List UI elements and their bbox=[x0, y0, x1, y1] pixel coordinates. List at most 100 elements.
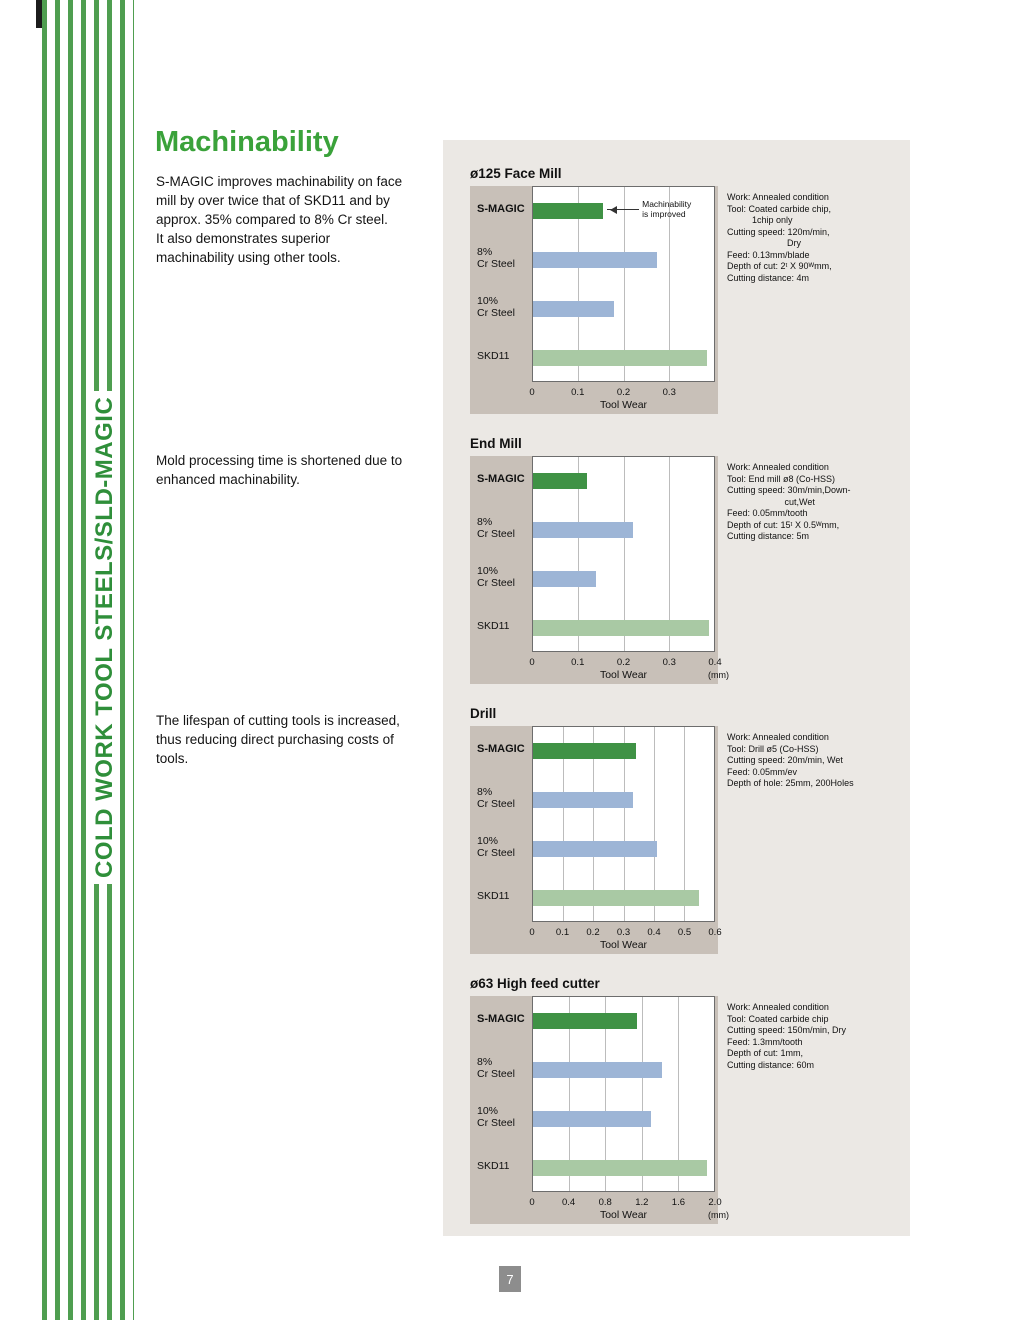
chart-drill: Drill S-MAGIC 8% Cr Steel 10% Cr Steel SKD11 0 0… bbox=[470, 706, 910, 954]
row-label-line: Cr Steel bbox=[477, 306, 515, 319]
bar-10-cr-steel bbox=[533, 1111, 651, 1127]
axis-unit: (mm) bbox=[708, 670, 729, 680]
row-label: 8% Cr Steel bbox=[477, 786, 515, 810]
gridline bbox=[578, 187, 580, 381]
row-label: 8% Cr Steel bbox=[477, 246, 515, 270]
row-label-line: S-MAGIC bbox=[477, 203, 525, 215]
axis-label: Tool Wear bbox=[532, 399, 715, 411]
row-label-line: 8% bbox=[477, 246, 493, 258]
chart-area: Machinability is improved S-MAGIC 8% Cr Stee… bbox=[470, 186, 718, 414]
gridline bbox=[605, 997, 607, 1191]
gridline bbox=[668, 457, 670, 651]
note-line: cut,Wet bbox=[727, 496, 815, 507]
chart-body: S-MAGIC 8% Cr Steel 10% Cr Steel SKD11 0 0.1 0.2… bbox=[470, 456, 910, 684]
note-line: Cutting speed: 30m/min,Down- bbox=[727, 485, 851, 495]
note-line: Cutting distance: 5m bbox=[727, 531, 810, 541]
gridline bbox=[677, 997, 679, 1191]
bar-8-cr-steel bbox=[533, 792, 633, 808]
bar-10-cr-steel bbox=[533, 841, 657, 857]
page-number-badge: 7 bbox=[499, 1266, 521, 1292]
charts-panel: ø125 Face Mill Machinability is improved S-… bbox=[443, 140, 910, 1236]
row-label-line: SKD11 bbox=[477, 890, 510, 902]
row-label-line: SKD11 bbox=[477, 1160, 510, 1172]
axis-label: Tool Wear (mm) bbox=[532, 669, 729, 681]
chart-notes: Work: Annealed condition Tool: Coated car… bbox=[718, 996, 846, 1071]
chart-notes: Work: Annealed condition Tool: Drill ø5 (… bbox=[718, 726, 854, 790]
note-line: Depth of cut: 1mm, bbox=[727, 1048, 804, 1058]
plot-area bbox=[532, 996, 715, 1192]
axis-label: Tool Wear bbox=[532, 939, 715, 951]
note-line: Work: Annealed condition bbox=[727, 192, 829, 202]
annotation: Machinability is improved bbox=[607, 199, 691, 219]
note-line: Cutting speed: 20m/min, Wet bbox=[727, 755, 843, 765]
note-line: Depth of cut: 2ᵗ X 90ᵂmm, bbox=[727, 261, 832, 271]
bar-skd11 bbox=[533, 350, 708, 366]
intro-paragraph: S-MAGIC improves machinability on face m… bbox=[156, 174, 403, 265]
tick-label: 0.1 bbox=[571, 387, 585, 398]
chart-notes: Work: Annealed condition Tool: End mill ø… bbox=[718, 456, 851, 543]
tick-label: 0.1 bbox=[555, 927, 570, 938]
chart-body: S-MAGIC 8% Cr Steel 10% Cr Steel SKD11 0 0.4 0.8… bbox=[470, 996, 910, 1224]
note-line: Work: Annealed condition bbox=[727, 732, 829, 742]
chart-title: ø63 High feed cutter bbox=[470, 976, 600, 991]
gridline bbox=[578, 457, 580, 651]
row-label-line: S-MAGIC bbox=[477, 1013, 525, 1025]
gridline bbox=[668, 187, 670, 381]
tick-label: 0 bbox=[529, 657, 535, 668]
axis-label-text: Tool Wear bbox=[599, 399, 648, 411]
row-label: S-MAGIC bbox=[477, 1013, 525, 1026]
note-line: Dry bbox=[727, 238, 802, 248]
bar-10-cr-steel bbox=[533, 301, 615, 317]
note-line: Feed: 0.13mm/blade bbox=[727, 249, 810, 260]
chart-body: S-MAGIC 8% Cr Steel 10% Cr Steel SKD11 0 0.1 0.2… bbox=[470, 726, 910, 954]
row-label: SKD11 bbox=[477, 1160, 510, 1173]
note-line: Cutting speed: 150m/min, Dry bbox=[727, 1025, 847, 1035]
bar-s-magic bbox=[533, 473, 588, 489]
note-line: Feed: 0.05mm/ev bbox=[727, 766, 798, 777]
tick-label: 0.6 bbox=[708, 927, 722, 938]
note-line: Cutting distance: 60m bbox=[727, 1059, 815, 1070]
row-label-line: 8% bbox=[477, 786, 493, 798]
tick-label: 0.8 bbox=[598, 1197, 612, 1208]
left-arrow-icon bbox=[607, 205, 640, 214]
chart-face-mill: ø125 Face Mill Machinability is improved S-… bbox=[470, 166, 910, 414]
note-line: Cutting speed: 120m/min, bbox=[727, 226, 830, 237]
tick-label: 0.3 bbox=[662, 657, 676, 668]
chart-area: S-MAGIC 8% Cr Steel 10% Cr Steel SKD11 0 0.4 0.8… bbox=[470, 996, 729, 1224]
note-line: Feed: 1.3mm/tooth bbox=[727, 1036, 803, 1047]
row-label-line: Cr Steel bbox=[477, 576, 515, 589]
row-label-line: 8% bbox=[477, 1056, 493, 1068]
chart-end-mill: End Mill S-MAGIC 8% Cr Steel 10% Cr Steel SKD1… bbox=[470, 436, 910, 684]
row-label: S-MAGIC bbox=[477, 473, 525, 486]
axis-unit: (mm) bbox=[708, 1210, 729, 1220]
chart-area: S-MAGIC 8% Cr Steel 10% Cr Steel SKD11 0 0.1 0.2… bbox=[470, 726, 722, 954]
row-label-line: Cr Steel bbox=[477, 1116, 515, 1129]
gridline bbox=[563, 727, 565, 921]
row-label: 10% Cr Steel bbox=[477, 295, 515, 319]
bar-s-magic bbox=[533, 1013, 638, 1029]
row-label: 10% Cr Steel bbox=[477, 1105, 515, 1129]
chart-notes: Work: Annealed condition Tool: Coated car… bbox=[718, 186, 832, 284]
row-label-line: Cr Steel bbox=[477, 846, 515, 859]
axis-ticks: 0 0.4 0.8 1.2 1.6 2.0 bbox=[529, 1197, 721, 1208]
row-label-line: S-MAGIC bbox=[477, 473, 525, 485]
gridline bbox=[653, 727, 655, 921]
axis-label-text: Tool Wear bbox=[599, 1209, 648, 1221]
tick-label: 0 bbox=[529, 1197, 535, 1208]
tick-label: 0.4 bbox=[647, 927, 661, 938]
note-line: Tool: Coated carbide chip bbox=[727, 1013, 829, 1024]
tick-label: 1.2 bbox=[635, 1197, 649, 1208]
note-line: Depth of hole: 25mm, 200Holes bbox=[727, 778, 854, 788]
note-line: Feed: 0.05mm/tooth bbox=[727, 508, 808, 518]
tool-lifespan-paragraph: The lifespan of cutting tools is increas… bbox=[156, 713, 400, 766]
annotation-text: Machinability is improved bbox=[642, 199, 691, 219]
plot-area bbox=[532, 726, 715, 922]
row-label: 10% Cr Steel bbox=[477, 565, 515, 589]
row-label-line: 8% bbox=[477, 516, 493, 528]
gridline bbox=[569, 997, 571, 1191]
annotation-line: is improved bbox=[642, 208, 686, 219]
row-label-line: Cr Steel bbox=[477, 797, 515, 810]
row-label-line: Cr Steel bbox=[477, 527, 515, 540]
tick-label: 0.2 bbox=[586, 927, 600, 938]
